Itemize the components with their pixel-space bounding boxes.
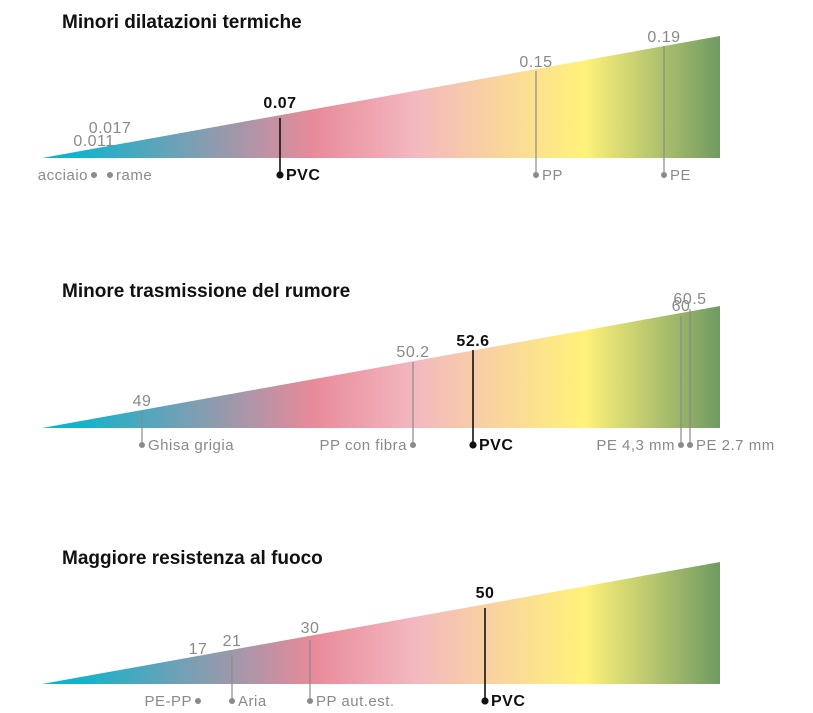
value-label: 17 xyxy=(189,641,208,658)
value-label: 49 xyxy=(133,393,152,410)
category-label: PVC xyxy=(286,167,320,184)
value-label: 50 xyxy=(476,585,495,602)
value-label: 0.011 xyxy=(73,133,114,150)
point-dot xyxy=(307,698,313,704)
value-label: 60.5 xyxy=(673,291,706,308)
category-label: PE 2.7 mm xyxy=(696,437,775,454)
category-label: PVC xyxy=(491,693,525,710)
category-label: PE xyxy=(670,167,691,184)
point-dot xyxy=(410,442,416,448)
point-dot xyxy=(107,172,113,178)
value-label: 60 xyxy=(672,298,691,315)
category-label: Aria xyxy=(238,693,267,710)
point-dot xyxy=(469,441,477,449)
category-label: PP aut.est. xyxy=(316,693,395,710)
value-label: 0.19 xyxy=(647,29,680,46)
chart-title: Maggiore resistenza al fuoco xyxy=(62,548,323,569)
category-label: acciaio xyxy=(38,167,88,184)
point-dot xyxy=(229,698,235,704)
point-dot xyxy=(687,442,693,448)
chart-title: Minori dilatazioni termiche xyxy=(62,12,302,33)
category-label: PP xyxy=(542,167,563,184)
point-dot xyxy=(533,172,539,178)
point-dot xyxy=(661,172,667,178)
category-label: PP con fibra xyxy=(320,437,408,454)
category-label: PE-PP xyxy=(144,693,192,710)
value-label: 0.15 xyxy=(519,54,552,71)
chart-3: Maggiore resistenza al fuoco 17 PE-PP 21 Ari… xyxy=(42,548,720,710)
category-label: rame xyxy=(116,167,152,184)
gradient-wedge xyxy=(42,562,720,684)
chart-title: Minore trasmissione del rumore xyxy=(62,281,350,302)
value-label: 0.017 xyxy=(89,120,132,137)
value-label: 21 xyxy=(223,633,242,650)
point-dot xyxy=(276,171,284,179)
category-label: PE 4,3 mm xyxy=(596,437,675,454)
value-label: 0.07 xyxy=(263,95,296,112)
point-dot xyxy=(678,442,684,448)
value-label: 50.2 xyxy=(396,344,429,361)
point-dot xyxy=(195,698,201,704)
chart-2: Minore trasmissione del rumore 49 Ghisa gr… xyxy=(42,281,775,454)
value-label: 52.6 xyxy=(456,333,489,350)
gradient-wedge xyxy=(42,36,720,158)
category-label: PVC xyxy=(479,437,513,454)
category-label: Ghisa grigia xyxy=(148,437,234,454)
point-dot xyxy=(91,172,97,178)
value-label: 30 xyxy=(301,620,320,637)
point-dot xyxy=(481,697,489,705)
gradient-wedge xyxy=(42,306,720,428)
point-dot xyxy=(139,442,145,448)
chart-1: Minori dilatazioni termiche 0.011 acciaio 0… xyxy=(38,12,720,184)
